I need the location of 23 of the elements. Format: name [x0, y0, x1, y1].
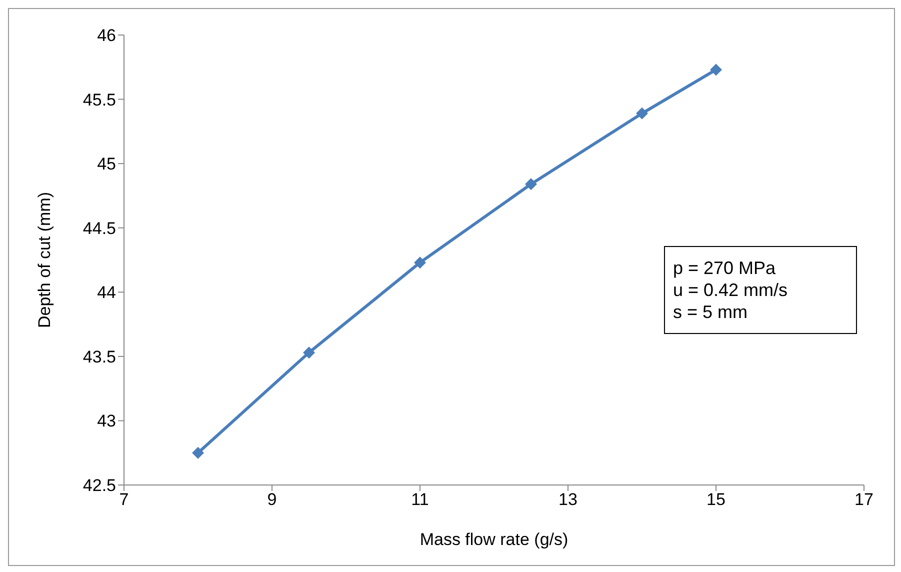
point [303, 346, 315, 359]
note-box: p = 270 MPa u = 0.42 mm/s s = 5 mm [664, 246, 857, 334]
y-tick-label: 42.5 [82, 476, 116, 496]
y-tick-label: 45.5 [82, 90, 116, 110]
x-tick-label: 7 [119, 490, 129, 510]
point [414, 256, 426, 269]
y-tick-label: 46 [97, 26, 116, 46]
x-tick-label: 17 [854, 490, 874, 510]
x-tick-label: 13 [558, 490, 578, 510]
point [636, 107, 648, 120]
y-axis-title: Depth of cut (mm) [35, 192, 54, 328]
y-tick-label: 45 [97, 154, 116, 174]
x-tick-label: 11 [411, 490, 429, 510]
x-tick-label: 15 [706, 490, 726, 510]
y-tick-label: 44.5 [82, 218, 116, 238]
y-tick-label: 44 [97, 283, 116, 302]
point [710, 64, 722, 76]
point [192, 446, 204, 459]
y-tick-label: 43.5 [82, 347, 116, 366]
x-tick-label: 9 [267, 490, 277, 510]
point [525, 178, 537, 190]
x-axis-title: Mass flow rate (g/s) [420, 530, 568, 549]
y-tick-label: 43 [97, 412, 116, 431]
